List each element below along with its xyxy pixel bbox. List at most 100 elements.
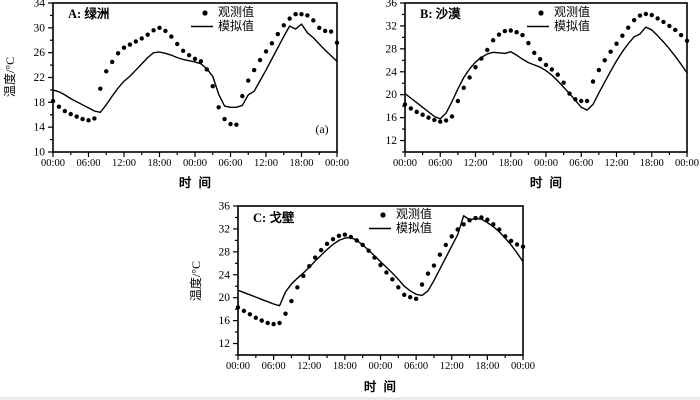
legend-simulated-label: 模拟值 [396,220,432,235]
x-axis-ticks [52,152,338,157]
observed-point [502,234,508,239]
x-tick-label: 18:00 [148,158,172,169]
observed-point [299,11,304,17]
observed-point [86,118,91,123]
observed-point [549,67,555,72]
observed-point [330,237,336,242]
observed-point [240,93,245,99]
observed-point [490,38,496,43]
observed-point [678,32,684,38]
x-tick-label: 06:00 [428,158,452,169]
y-tick-label: 12 [219,338,231,350]
observed-point [437,252,443,257]
x-tick-label: 18:00 [290,158,314,169]
observed-point [496,32,502,37]
x-axis-title: 时 间 [179,175,213,190]
observed-point [661,19,666,25]
observed-point [318,247,324,253]
y-tick-label: 28 [386,43,398,55]
observed-point [649,12,654,18]
observed-point [485,217,490,222]
x-tick-label: 00:00 [41,158,65,169]
x-tick-label: 18:00 [333,361,357,372]
observed-point [396,285,401,290]
x-tick-label: 12:00 [440,361,464,372]
observed-point [508,28,513,33]
y-tick-label: 20 [219,292,231,304]
y-tick-label: 26 [34,47,46,59]
observed-point [425,271,431,276]
x-tick-label: 18:00 [499,158,523,169]
x-axis-ticks [237,355,524,360]
legend-observed-marker [202,10,208,16]
y-axis-ticks [48,2,53,153]
observed-point [336,233,342,238]
observed-point [175,41,180,47]
observed-point [324,241,330,247]
y-axis-title: 温度/°C [2,57,17,97]
observed-point [378,262,383,268]
x-tick-label: 00:00 [183,158,207,169]
observed-point [92,116,97,121]
observed-point [614,41,619,46]
x-tick-label: 12:00 [112,158,136,169]
legend-observed-label: 观测值 [396,206,432,221]
simulated-line [52,23,338,113]
observed-point [443,118,449,123]
observed-point [372,255,377,260]
observed-point [269,41,275,46]
y-tick-label: 28 [219,246,231,258]
observed-point [289,298,294,304]
x-tick-label: 18:00 [475,361,499,372]
observed-point [579,98,584,104]
observed-point [216,105,221,110]
observed-point [473,64,478,70]
plot-border [52,2,338,153]
y-tick-label: 36 [219,201,231,213]
observed-point [328,29,334,34]
observed-point [257,57,263,63]
observed-point [419,282,425,287]
observed-point [334,40,340,45]
observed-point [139,36,144,41]
y-tick-label: 12 [386,135,398,147]
observed-point [497,227,502,232]
x-tick-label: 06:00 [219,158,243,169]
x-tick-label: 12:00 [464,158,488,169]
observed-point [169,34,174,39]
observed-point [271,321,276,327]
y-tick-label: 32 [386,20,398,32]
panel-title: A: 绿洲 [68,6,109,21]
observed-point [50,98,56,104]
observed-point [115,51,121,56]
x-axis-title: 时 间 [530,175,564,190]
legend-observed-label: 观测值 [554,4,590,19]
observed-point [259,318,264,323]
observed-point [567,91,572,96]
legend-simulated-label: 模拟值 [554,18,590,33]
observed-point [251,67,257,73]
observed-points [50,11,340,127]
observed-point [608,49,613,54]
observed-points [402,11,690,124]
observed-point [602,58,607,63]
observed-point [520,32,525,38]
observed-point [317,25,322,31]
observed-point [163,28,168,34]
x-tick-label: 00:00 [534,158,558,169]
observed-point [561,80,566,85]
observed-point [62,108,68,114]
observed-point [631,17,637,23]
observed-point [74,114,79,119]
panel-title: B: 沙漠 [420,6,461,21]
y-tick-label: 30 [34,22,46,34]
observed-point [192,56,198,62]
observed-point [655,16,660,21]
observed-point [455,227,460,232]
observed-point [277,320,282,326]
observed-point [573,97,578,102]
observed-point [596,67,602,73]
observed-point [98,86,103,91]
